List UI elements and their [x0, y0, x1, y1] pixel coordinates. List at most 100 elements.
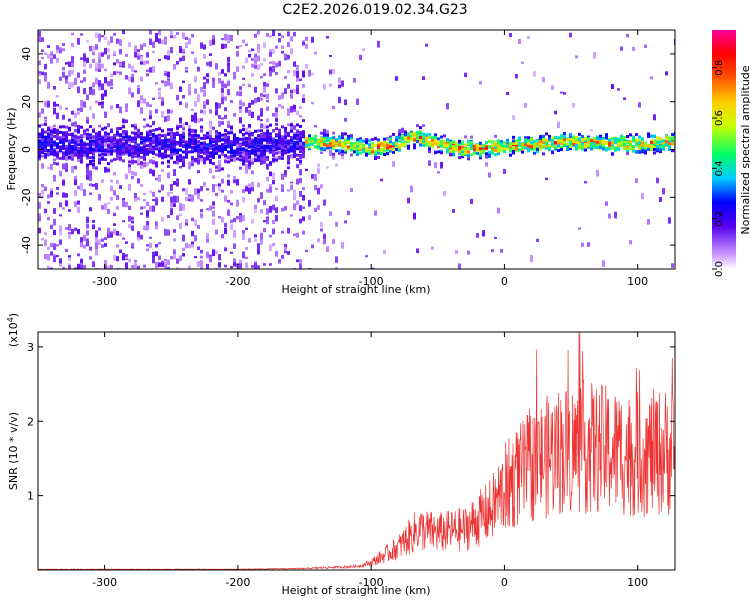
heatmap-cell — [320, 221, 323, 228]
heatmap-cell — [659, 148, 662, 152]
heatmap-cell — [89, 207, 92, 212]
heatmap-cell — [422, 76, 425, 81]
heatmap-cell — [152, 156, 155, 159]
heatmap-cell — [530, 145, 533, 149]
heatmap-cell — [455, 146, 458, 150]
heatmap-cell — [332, 131, 335, 135]
heatmap-cell — [59, 214, 62, 217]
heatmap-cell — [59, 104, 62, 110]
heatmap-cell — [113, 254, 116, 261]
heatmap-cell — [128, 138, 131, 142]
heatmap-cell — [203, 181, 206, 187]
heatmap-cell — [227, 34, 230, 41]
heatmap-cell — [86, 240, 89, 247]
heatmap-cell — [59, 258, 62, 264]
heatmap-cell — [230, 127, 233, 131]
heatmap-cell — [137, 231, 140, 238]
heatmap-cell — [206, 208, 209, 211]
heatmap-cell — [86, 216, 89, 224]
heatmap-cell — [203, 76, 206, 80]
heatmap-cell — [545, 142, 548, 146]
heatmap-cell — [365, 150, 368, 154]
heatmap-cell — [182, 135, 185, 139]
heatmap-cell — [155, 262, 158, 269]
heatmap-cell — [80, 160, 83, 164]
heatmap-cell — [398, 143, 401, 147]
heatmap-cell — [569, 32, 572, 38]
heatmap-cell — [38, 124, 41, 128]
heatmap-cell — [194, 138, 197, 142]
heatmap-cell — [95, 242, 98, 249]
heatmap-cell — [644, 44, 647, 48]
heatmap-cell — [182, 80, 185, 83]
heatmap-cell — [44, 186, 47, 192]
heatmap-cell — [404, 137, 407, 141]
heatmap-cell — [254, 139, 257, 143]
heatmap-cell — [470, 198, 473, 204]
heatmap-cell — [44, 144, 47, 148]
heatmap-cell — [296, 165, 299, 169]
heatmap-cell — [272, 204, 275, 211]
x-tick-label: 0 — [501, 275, 508, 288]
heatmap-cell — [242, 197, 245, 203]
heatmap-cell — [104, 139, 107, 143]
heatmap-cell — [116, 267, 119, 269]
heatmap-cell — [359, 139, 362, 143]
heatmap-cell — [62, 114, 65, 120]
heatmap-cell — [224, 83, 227, 89]
heatmap-cell — [107, 147, 110, 151]
heatmap-cell — [134, 151, 137, 155]
heatmap-cell — [200, 129, 203, 133]
heatmap-cell — [146, 60, 149, 64]
heatmap-cell — [257, 182, 260, 188]
heatmap-cell — [485, 146, 488, 150]
heatmap-cell — [551, 151, 554, 155]
heatmap-cell — [299, 263, 302, 269]
heatmap-cell — [257, 30, 260, 35]
heatmap-cell — [254, 158, 257, 162]
heatmap-cell — [119, 39, 122, 47]
heatmap-cell — [173, 140, 176, 144]
heatmap-cell — [155, 36, 158, 43]
heatmap-cell — [182, 127, 185, 131]
heatmap-cell — [512, 115, 515, 120]
heatmap-cell — [164, 151, 167, 155]
heatmap-cell — [605, 133, 608, 137]
heatmap-cell — [575, 140, 578, 144]
heatmap-cell — [515, 143, 518, 147]
heatmap-cell — [98, 145, 101, 149]
heatmap-cell — [38, 202, 41, 209]
heatmap-cell — [194, 100, 197, 107]
heatmap-cell — [143, 162, 146, 168]
heatmap-cell — [395, 142, 398, 146]
heatmap-cell — [113, 190, 116, 196]
heatmap-cell — [356, 150, 359, 154]
heatmap-cell — [428, 143, 431, 147]
heatmap-cell — [644, 146, 647, 150]
heatmap-cell — [506, 138, 509, 142]
heatmap-cell — [248, 135, 251, 139]
heatmap-cell — [293, 69, 296, 77]
heatmap-cell — [104, 203, 107, 210]
heatmap-cell — [326, 144, 329, 148]
heatmap-cell — [203, 90, 206, 95]
heatmap-cell — [503, 168, 506, 175]
heatmap-cell — [275, 62, 278, 68]
heatmap-cell — [158, 175, 161, 182]
heatmap-cell — [98, 239, 101, 246]
heatmap-cell — [152, 145, 155, 149]
heatmap-cell — [314, 140, 317, 144]
heatmap-cell — [131, 161, 134, 165]
heatmap-cell — [119, 144, 122, 148]
heatmap-cell — [278, 136, 281, 140]
heatmap-cell — [170, 47, 173, 54]
heatmap-cell — [50, 152, 53, 156]
snr-panel: -300 -200 -100 0 100 123 Height of straight … — [6, 313, 676, 597]
heatmap-cell — [221, 93, 224, 100]
heatmap-cell — [626, 141, 629, 145]
heatmap-cell — [494, 153, 497, 157]
heatmap-cell — [302, 187, 305, 190]
heatmap-cell — [62, 181, 65, 186]
heatmap-cell — [350, 134, 353, 138]
heatmap-cell — [203, 161, 206, 165]
